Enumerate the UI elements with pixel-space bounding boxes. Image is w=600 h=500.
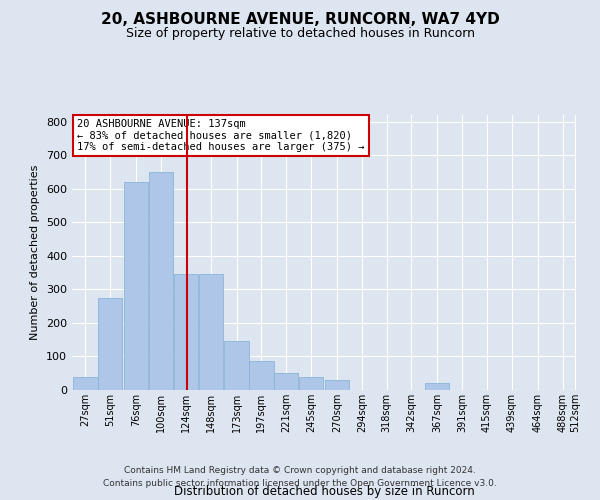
Text: Contains HM Land Registry data © Crown copyright and database right 2024.
Contai: Contains HM Land Registry data © Crown c… xyxy=(103,466,497,487)
Y-axis label: Number of detached properties: Number of detached properties xyxy=(31,165,40,340)
Bar xyxy=(224,342,249,390)
Bar xyxy=(124,182,148,390)
Text: 20, ASHBOURNE AVENUE, RUNCORN, WA7 4YD: 20, ASHBOURNE AVENUE, RUNCORN, WA7 4YD xyxy=(101,12,499,28)
Bar xyxy=(149,172,173,390)
Bar xyxy=(299,376,323,390)
Bar xyxy=(199,274,223,390)
Bar xyxy=(425,384,449,390)
Bar xyxy=(325,380,349,390)
Bar xyxy=(173,274,198,390)
Text: 20 ASHBOURNE AVENUE: 137sqm
← 83% of detached houses are smaller (1,820)
17% of : 20 ASHBOURNE AVENUE: 137sqm ← 83% of det… xyxy=(77,119,365,152)
Bar xyxy=(73,376,98,390)
X-axis label: Distribution of detached houses by size in Runcorn: Distribution of detached houses by size … xyxy=(173,485,475,498)
Bar xyxy=(249,362,274,390)
Text: Size of property relative to detached houses in Runcorn: Size of property relative to detached ho… xyxy=(125,28,475,40)
Bar xyxy=(98,298,122,390)
Bar xyxy=(274,373,298,390)
